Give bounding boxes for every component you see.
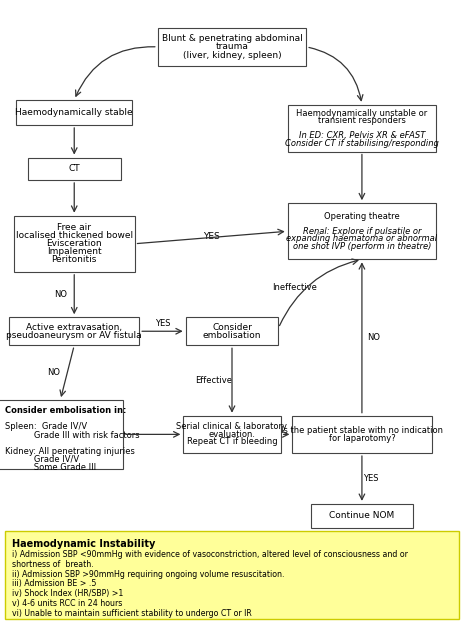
Text: Continue NOM: Continue NOM bbox=[329, 511, 394, 520]
FancyBboxPatch shape bbox=[5, 531, 458, 619]
Text: NO: NO bbox=[47, 368, 60, 377]
Text: localised thickened bowel: localised thickened bowel bbox=[16, 231, 132, 240]
Text: Ineffective: Ineffective bbox=[272, 283, 316, 292]
Text: one shot IVP (perform in theatre): one shot IVP (perform in theatre) bbox=[292, 242, 430, 251]
Text: Effective: Effective bbox=[194, 376, 232, 385]
FancyBboxPatch shape bbox=[157, 28, 306, 66]
FancyBboxPatch shape bbox=[16, 100, 132, 125]
Text: for laparotomy?: for laparotomy? bbox=[328, 434, 394, 442]
FancyBboxPatch shape bbox=[9, 318, 139, 345]
Text: YES: YES bbox=[363, 474, 378, 483]
Text: i) Admission SBP <90mmHg with evidence of vasoconstriction, altered level of con: i) Admission SBP <90mmHg with evidence o… bbox=[12, 550, 407, 559]
Text: Consider CT if stabilising/responding: Consider CT if stabilising/responding bbox=[284, 139, 438, 148]
Text: embolisation: embolisation bbox=[202, 331, 261, 340]
Text: Peritonitis: Peritonitis bbox=[51, 256, 97, 264]
Text: ii) Admission SBP >90mmHg requiring ongoing volume resuscitation.: ii) Admission SBP >90mmHg requiring ongo… bbox=[12, 569, 283, 579]
Text: iv) Shock Index (HR/SBP) >1: iv) Shock Index (HR/SBP) >1 bbox=[12, 589, 123, 598]
Text: vi) Unable to maintain sufficient stability to undergo CT or IR: vi) Unable to maintain sufficient stabil… bbox=[12, 609, 251, 618]
Text: trauma: trauma bbox=[215, 42, 248, 51]
Text: Some Grade III: Some Grade III bbox=[5, 463, 95, 472]
Text: Grade IV/V: Grade IV/V bbox=[5, 455, 79, 464]
Text: Renal: Explore if pulsatile or: Renal: Explore if pulsatile or bbox=[302, 227, 420, 236]
FancyBboxPatch shape bbox=[183, 416, 280, 453]
Text: CT: CT bbox=[68, 164, 80, 173]
Text: Haemodynamically stable: Haemodynamically stable bbox=[15, 108, 133, 117]
FancyBboxPatch shape bbox=[287, 104, 435, 151]
Text: Blunt & penetrating abdominal: Blunt & penetrating abdominal bbox=[161, 34, 302, 43]
Text: pseudoaneurysm or AV fistula: pseudoaneurysm or AV fistula bbox=[6, 331, 142, 340]
Text: Repeat CT if bleeding: Repeat CT if bleeding bbox=[186, 438, 277, 446]
Text: NO: NO bbox=[366, 333, 379, 342]
Text: Consider: Consider bbox=[212, 322, 251, 332]
FancyBboxPatch shape bbox=[14, 216, 134, 272]
Text: Haemodynamically unstable or: Haemodynamically unstable or bbox=[296, 109, 426, 118]
FancyBboxPatch shape bbox=[185, 318, 278, 345]
Text: In ED: CXR, Pelvis XR & eFAST: In ED: CXR, Pelvis XR & eFAST bbox=[298, 131, 424, 140]
FancyBboxPatch shape bbox=[310, 504, 412, 528]
Text: YES: YES bbox=[154, 319, 170, 328]
Text: Haemodynamic Instability: Haemodynamic Instability bbox=[12, 539, 155, 549]
Text: Kidney: All penetrating injuries: Kidney: All penetrating injuries bbox=[5, 447, 134, 456]
Text: shortness of  breath.: shortness of breath. bbox=[12, 560, 93, 569]
Text: Grade III with risk factors: Grade III with risk factors bbox=[5, 431, 139, 439]
Text: iii) Admission BE > .5: iii) Admission BE > .5 bbox=[12, 579, 96, 589]
Text: (liver, kidney, spleen): (liver, kidney, spleen) bbox=[182, 51, 281, 59]
Text: transient responders: transient responders bbox=[317, 116, 405, 125]
Text: YES: YES bbox=[202, 232, 219, 241]
Text: Impalement: Impalement bbox=[47, 248, 101, 256]
Text: Active extravasation,: Active extravasation, bbox=[26, 322, 122, 332]
Text: Evisceration: Evisceration bbox=[46, 239, 102, 248]
Text: Spleen:  Grade IV/V: Spleen: Grade IV/V bbox=[5, 422, 87, 431]
Text: evaluation.: evaluation. bbox=[208, 430, 255, 439]
Text: Free air: Free air bbox=[57, 223, 91, 232]
FancyBboxPatch shape bbox=[287, 203, 435, 259]
Text: Operating theatre: Operating theatre bbox=[323, 212, 399, 221]
FancyBboxPatch shape bbox=[0, 400, 123, 469]
FancyBboxPatch shape bbox=[28, 158, 120, 180]
FancyBboxPatch shape bbox=[292, 416, 431, 453]
Text: Is the patient stable with no indication: Is the patient stable with no indication bbox=[280, 426, 442, 435]
Text: expanding haematoma or abnormal: expanding haematoma or abnormal bbox=[286, 234, 437, 243]
Text: Serial clinical & laboratory: Serial clinical & laboratory bbox=[176, 422, 287, 431]
Text: Consider embolisation in:: Consider embolisation in: bbox=[5, 406, 126, 415]
Text: v) 4-6 units RCC in 24 hours: v) 4-6 units RCC in 24 hours bbox=[12, 599, 122, 608]
Text: NO: NO bbox=[54, 290, 67, 299]
